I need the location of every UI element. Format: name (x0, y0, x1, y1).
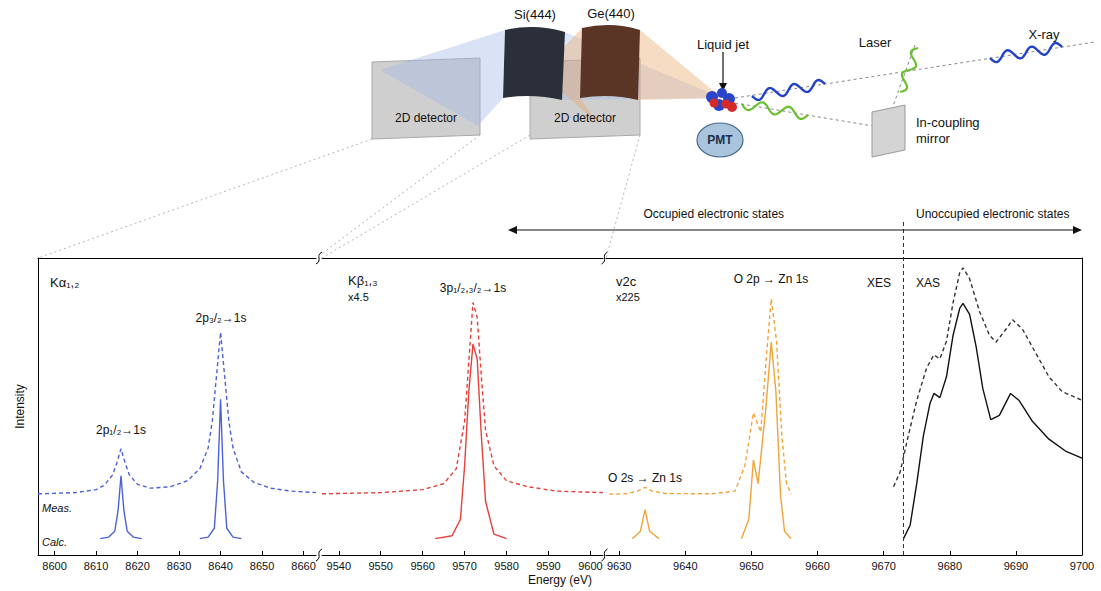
svg-text:9600: 9600 (578, 560, 602, 572)
svg-text:Kβ₁,₃: Kβ₁,₃ (348, 273, 377, 288)
svg-text:9590: 9590 (536, 560, 560, 572)
svg-text:8610: 8610 (84, 560, 108, 572)
svg-text:8600: 8600 (42, 560, 66, 572)
svg-text:Occupied electronic states: Occupied electronic states (643, 207, 784, 221)
svg-text:O 2p → Zn 1s: O 2p → Zn 1s (734, 272, 809, 286)
svg-text:Liquid jet: Liquid jet (697, 37, 749, 52)
svg-text:9660: 9660 (805, 560, 829, 572)
svg-text:9700: 9700 (1070, 560, 1094, 572)
svg-text:9540: 9540 (327, 560, 351, 572)
svg-text:X-ray: X-ray (1028, 27, 1060, 42)
svg-text:9570: 9570 (452, 560, 476, 572)
svg-text:x225: x225 (616, 291, 640, 303)
svg-text:Calc.: Calc. (42, 536, 67, 548)
svg-text:9580: 9580 (494, 560, 518, 572)
svg-text:PMT: PMT (707, 133, 733, 147)
svg-text:2D detector: 2D detector (554, 111, 616, 125)
svg-text:8630: 8630 (167, 560, 191, 572)
svg-text:XES: XES (867, 276, 891, 290)
svg-text:XAS: XAS (916, 276, 940, 290)
svg-text:Energy (eV): Energy (eV) (528, 573, 592, 587)
svg-text:9690: 9690 (1004, 560, 1028, 572)
svg-text:mirror: mirror (916, 131, 951, 146)
svg-text:Si(444): Si(444) (514, 7, 556, 22)
svg-text:8620: 8620 (125, 560, 149, 572)
svg-text:8650: 8650 (250, 560, 274, 572)
svg-text:9630: 9630 (607, 560, 631, 572)
svg-text:8660: 8660 (291, 560, 315, 572)
svg-text:3p₁/₂,₃/₂→1s: 3p₁/₂,₃/₂→1s (440, 281, 506, 295)
svg-text:Laser: Laser (859, 35, 892, 50)
svg-text:In-coupling: In-coupling (916, 115, 980, 130)
svg-text:Meas.: Meas. (42, 502, 72, 514)
svg-text:Ge(440): Ge(440) (587, 6, 635, 21)
svg-text:v2c: v2c (616, 274, 637, 289)
svg-text:9640: 9640 (673, 560, 697, 572)
svg-text:Unoccupied electronic states: Unoccupied electronic states (916, 207, 1069, 221)
svg-text:2p₁/₂→1s: 2p₁/₂→1s (96, 423, 146, 437)
svg-text:2D detector: 2D detector (395, 111, 457, 125)
svg-text:9670: 9670 (871, 560, 895, 572)
svg-text:9560: 9560 (410, 560, 434, 572)
svg-text:Kα₁,₂: Kα₁,₂ (50, 275, 79, 290)
svg-text:Intensity: Intensity (13, 384, 27, 429)
svg-text:9680: 9680 (938, 560, 962, 572)
svg-text:9550: 9550 (368, 560, 392, 572)
svg-text:O 2s → Zn 1s: O 2s → Zn 1s (608, 471, 682, 485)
svg-text:8640: 8640 (208, 560, 232, 572)
svg-text:9650: 9650 (739, 560, 763, 572)
svg-text:x4.5: x4.5 (348, 291, 369, 303)
svg-text:2p₃/₂→1s: 2p₃/₂→1s (196, 311, 247, 325)
